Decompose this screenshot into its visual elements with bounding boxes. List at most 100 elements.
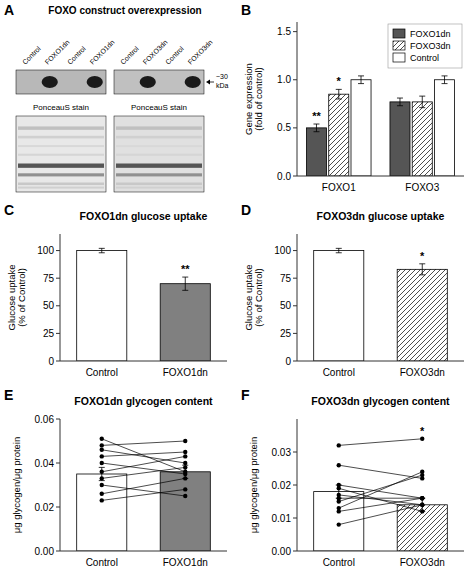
paired-point — [420, 496, 424, 500]
y-axis-label: Gene expression(fold of control) — [242, 63, 263, 135]
error-line — [101, 248, 102, 252]
y-tick — [56, 419, 60, 420]
paired-point — [183, 454, 187, 458]
y-tick — [293, 278, 297, 279]
legend-swatch — [393, 29, 405, 38]
y-axis-line — [297, 234, 298, 361]
plot-marks — [314, 437, 448, 551]
paired-point — [420, 503, 424, 507]
ponceau-blot — [16, 116, 106, 192]
x-tick-label: FOXO1dn — [163, 367, 208, 378]
y-tick — [56, 333, 60, 334]
error-cap — [99, 467, 105, 468]
error-bar — [336, 89, 342, 99]
y-tick — [293, 518, 297, 519]
bar-panel: CFOXO1dn glucose uptakeGlucose uptake(% … — [4, 202, 227, 378]
x-tick-label: Control — [323, 367, 355, 378]
paired-point — [183, 461, 187, 465]
paired-point — [420, 437, 424, 441]
y-tick-label: 0.04 — [35, 458, 55, 469]
bar-hatch — [397, 269, 447, 361]
x-tick-label: FOXO1dn — [163, 557, 208, 568]
stain-band — [116, 145, 202, 147]
error-line — [338, 89, 339, 99]
stain-band — [116, 183, 202, 186]
paired-point — [100, 498, 104, 502]
y-tick — [293, 79, 297, 80]
error-bar — [419, 96, 425, 108]
lane-label: FOXO3dn — [187, 38, 214, 65]
x-tick-label: Control — [86, 557, 118, 568]
y-tick-label: 1.5 — [277, 26, 291, 37]
paired-point — [420, 509, 424, 513]
x-tick-label: Control — [86, 367, 118, 378]
error-cap — [419, 263, 425, 264]
arrow-head — [206, 80, 210, 85]
y-tick-label: 0 — [285, 356, 291, 367]
y-tick — [56, 551, 60, 552]
stain-band — [116, 173, 202, 176]
error-cap — [419, 107, 425, 108]
x-tick-label: FOXO3dn — [400, 367, 445, 378]
paired-line — [102, 456, 186, 471]
stain-label: PonceauS stain — [131, 103, 187, 112]
text-line: Gene expression — [242, 63, 253, 135]
error-cap — [442, 75, 448, 76]
x-tick-label: FOXO3 — [405, 182, 439, 193]
stain-band — [18, 136, 104, 139]
bar — [351, 80, 371, 176]
error-line — [444, 76, 445, 84]
y-axis-label: μg glycogen/μg protein — [248, 437, 259, 534]
paired-point — [100, 448, 104, 452]
band — [185, 76, 201, 88]
stain-band — [18, 145, 104, 147]
paired-point — [183, 450, 187, 454]
y-axis-label: Glucose uptake(% of Control) — [5, 264, 26, 330]
y-tick-label: 75 — [43, 273, 55, 284]
paired-point — [100, 454, 104, 458]
legend-label: FOXO3dn — [410, 41, 451, 51]
stain-band — [116, 164, 202, 168]
bar — [329, 94, 349, 176]
stain-band — [18, 126, 104, 129]
paired-point — [420, 496, 424, 500]
paired-line — [102, 452, 186, 456]
y-axis-line — [60, 234, 61, 361]
paired-point — [100, 470, 104, 474]
plot-marks — [306, 76, 454, 176]
y-tick — [56, 507, 60, 508]
lane-label: Control — [119, 44, 140, 65]
y-tick-label: 25 — [43, 328, 55, 339]
significance: * — [337, 75, 342, 87]
error-line — [422, 264, 423, 275]
error-cap — [99, 248, 105, 249]
paired-point — [183, 487, 187, 491]
paired-point — [183, 494, 187, 498]
paired-point — [100, 483, 104, 487]
paired-line — [102, 441, 186, 445]
stain-band — [18, 164, 104, 168]
error-bar — [397, 98, 403, 106]
band — [87, 76, 103, 88]
y-tick-label: 0.00 — [272, 546, 292, 557]
legend-swatch — [393, 41, 405, 50]
paired-point — [100, 476, 104, 480]
error-cap — [419, 274, 425, 275]
error-bar — [182, 277, 188, 290]
paired-line — [339, 475, 423, 501]
legend: FOXO1dnFOXO3dnControl — [388, 24, 462, 68]
band — [140, 76, 156, 88]
y-tick-label: 50 — [280, 300, 292, 311]
paired-point — [337, 493, 341, 497]
paired-point — [337, 463, 341, 467]
paired-line — [102, 489, 186, 500]
title: FOXO1dn glycogen content — [74, 395, 213, 407]
error-bar — [99, 248, 105, 252]
y-tick — [293, 452, 297, 453]
bar — [390, 102, 410, 176]
error-bar — [419, 264, 425, 275]
error-cap — [336, 248, 342, 249]
x-axis-line — [60, 361, 227, 362]
plot-marks — [77, 437, 211, 551]
text-line: (% of Control) — [253, 268, 264, 327]
